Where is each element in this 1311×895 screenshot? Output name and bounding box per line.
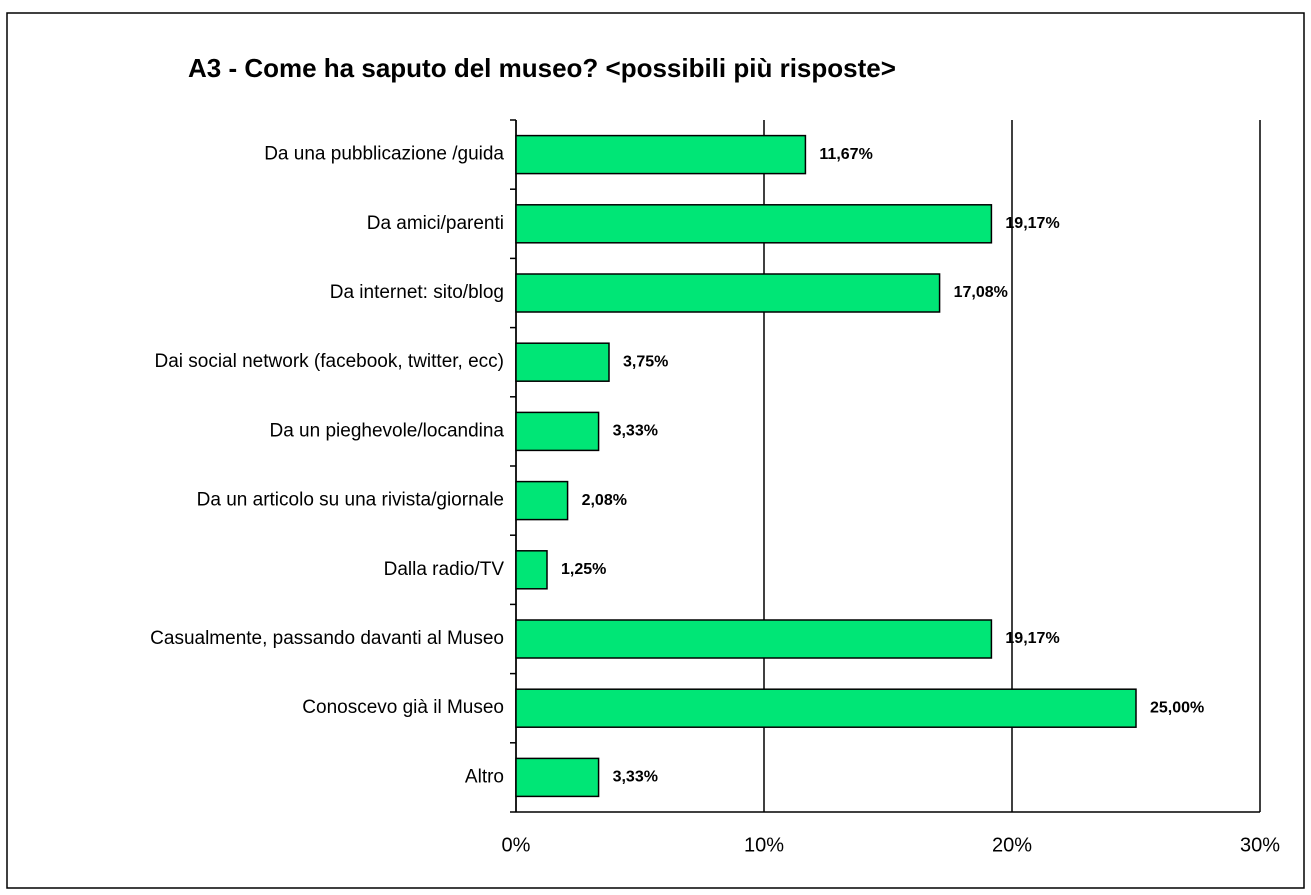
bar [515,688,1137,728]
bar [515,204,993,244]
y-tick-label: Conoscevo già il Museo [302,697,504,718]
chart-title: A3 - Come ha saputo del museo? <possibil… [188,53,896,83]
x-tick-label: 10% [744,834,784,856]
bar [515,757,600,798]
value-label: 1,25% [561,561,606,578]
y-tick-label: Dalla radio/TV [384,559,505,580]
value-label: 3,33% [613,423,658,440]
value-label: 11,67% [819,146,872,163]
bar [515,342,610,382]
bar [515,411,600,452]
bar [515,550,548,590]
value-label: 2,08% [582,492,627,509]
x-tick-label: 20% [992,834,1032,856]
bar [515,619,993,659]
value-label: 19,17% [1005,215,1059,232]
y-tick-label: Da un pieghevole/locandina [269,420,504,441]
value-label: 3,33% [613,769,658,786]
value-label: 3,75% [623,353,668,370]
y-tick-label: Da una pubblicazione /guida [264,144,504,165]
bar [515,134,807,175]
y-tick-label: Da internet: sito/blog [330,282,504,303]
bar [515,480,569,521]
x-tick-label: 30% [1240,834,1280,856]
value-label: 17,08% [954,284,1008,301]
y-tick-label: Da amici/parenti [367,213,504,234]
y-tick-label: Dai social network (facebook, twitter, e… [154,351,504,372]
y-tick-label: Casualmente, passando davanti al Museo [150,628,504,649]
value-label: 25,00% [1150,699,1204,716]
x-tick-label: 0% [502,834,531,856]
y-tick-label: Altro [465,766,504,787]
y-tick-label: Da un articolo su una rivista/giornale [197,490,504,511]
value-label: 19,17% [1005,630,1059,647]
bar [515,273,941,313]
